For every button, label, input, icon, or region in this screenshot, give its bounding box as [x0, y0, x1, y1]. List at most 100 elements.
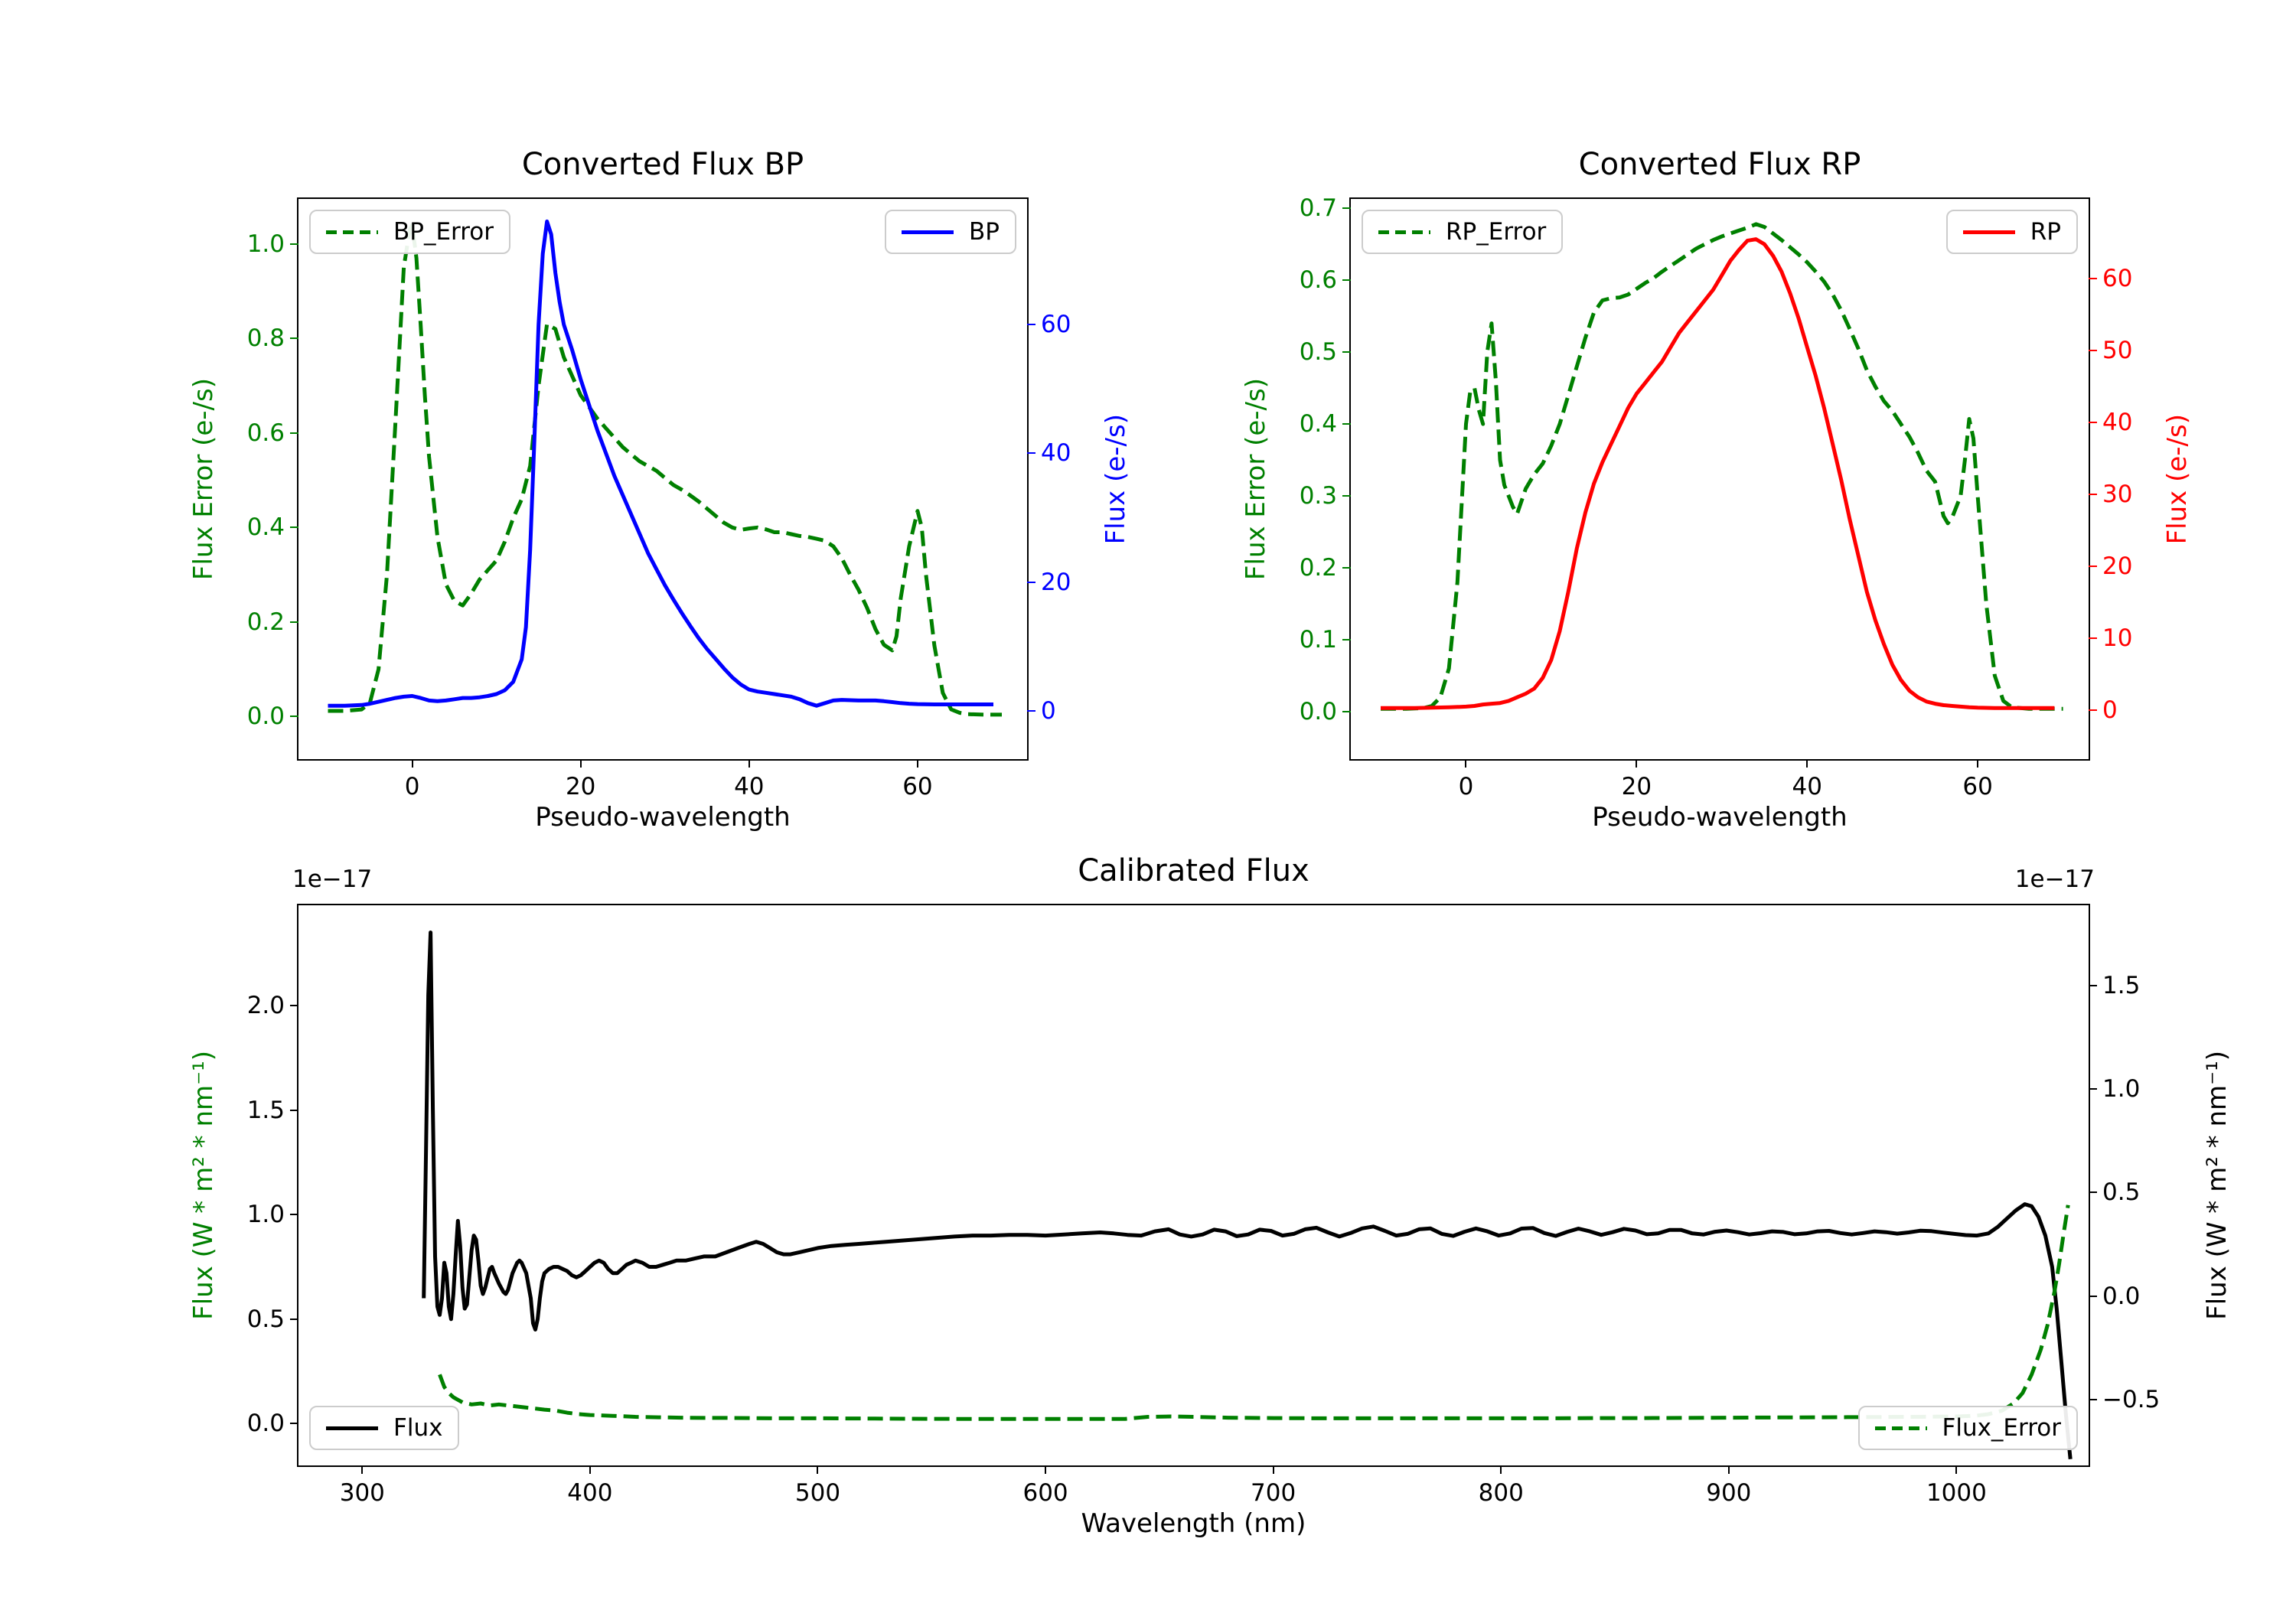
plot-title-rp: Converted Flux RP	[1578, 147, 1861, 182]
y-axis-label-right-rp: Flux (e-/s)	[2162, 413, 2193, 545]
right-y-tick-mark	[1027, 452, 1035, 455]
legend-label-rp: RP	[2030, 218, 2061, 246]
plot-canvas-calibrated	[422, 931, 2073, 1460]
legend-line-sample-bp	[902, 230, 954, 234]
x-tick-mark	[361, 1465, 364, 1474]
subplot-converted-flux-rp: Converted Flux RP Pseudo-wavelength Flux…	[1241, 147, 2193, 833]
x-tick-mark	[411, 759, 413, 768]
right-y-tick-mark	[2089, 350, 2097, 352]
x-axis-label-bp: Pseudo-wavelength	[535, 802, 791, 833]
series-Flux	[422, 931, 2073, 1460]
x-tick-mark	[1806, 759, 1808, 768]
legend-label-bp-error: BP_Error	[393, 218, 494, 246]
x-tick-label: 600	[1022, 1479, 1068, 1507]
x-tick-label: 700	[1251, 1479, 1296, 1507]
right-y-tick-label: 60	[2102, 265, 2133, 293]
legend-line-sample-flux-error	[1874, 1426, 1927, 1430]
left-y-tick-mark	[1342, 423, 1351, 425]
y-axis-label-left-bp: Flux Error (e-/s)	[188, 377, 219, 581]
left-y-tick-label: 0.0	[246, 702, 285, 731]
x-tick-mark	[1045, 1465, 1047, 1474]
x-tick-label: 0	[1458, 773, 1474, 800]
left-y-tick-mark	[1342, 495, 1351, 497]
right-y-tick-label: 40	[1041, 439, 1071, 468]
right-y-tick-mark	[2089, 1398, 2097, 1400]
x-tick-mark	[1272, 1465, 1274, 1474]
legend-bp: BP	[885, 210, 1016, 254]
right-y-tick-label: 1.5	[2102, 972, 2141, 1000]
right-y-tick-mark	[2089, 637, 2097, 640]
plot-title-bp: Converted Flux BP	[521, 147, 804, 182]
x-tick-label: 40	[734, 773, 765, 800]
axis-offset-left: 1e−17	[292, 865, 373, 893]
x-tick-mark	[1727, 1465, 1730, 1474]
right-y-tick-label: 0.5	[2102, 1178, 2141, 1207]
x-tick-label: 0	[404, 773, 420, 800]
left-y-tick-label: 2.0	[246, 992, 285, 1020]
right-y-tick-label: 0	[1041, 696, 1056, 725]
series-BP_Error	[328, 223, 1002, 717]
right-y-tick-mark	[2089, 494, 2097, 496]
x-tick-label: 800	[1478, 1479, 1524, 1507]
right-y-tick-label: 0	[2102, 696, 2118, 725]
series-BP	[328, 219, 993, 708]
x-axis-label-rp: Pseudo-wavelength	[1592, 802, 1848, 833]
left-y-tick-label: 0.1	[1299, 626, 1337, 654]
left-y-tick-mark	[290, 1423, 298, 1425]
right-y-tick-label: −0.5	[2102, 1385, 2161, 1413]
legend-flux: Flux	[309, 1406, 460, 1450]
right-y-tick-mark	[2089, 278, 2097, 280]
x-tick-label: 300	[339, 1479, 385, 1507]
x-tick-label: 60	[902, 773, 933, 800]
right-y-tick-mark	[1027, 709, 1035, 712]
series-Flux_Error	[438, 1204, 2070, 1421]
x-tick-mark	[1636, 759, 1638, 768]
left-y-tick-mark	[290, 432, 298, 434]
left-y-tick-mark	[1342, 279, 1351, 282]
legend-label-bp: BP	[969, 218, 1000, 246]
left-y-tick-label: 0.6	[246, 419, 285, 447]
left-y-tick-label: 1.0	[246, 1201, 285, 1229]
left-y-tick-label: 0.4	[1299, 410, 1337, 438]
legend-line-sample-bp-error	[326, 230, 378, 234]
left-y-tick-label: 0.6	[1299, 266, 1337, 295]
left-y-tick-label: 1.0	[246, 230, 285, 258]
x-tick-label: 40	[1792, 773, 1822, 800]
right-y-tick-label: 60	[1041, 311, 1071, 339]
left-y-tick-mark	[290, 337, 298, 340]
legend-flux-error: Flux_Error	[1857, 1406, 2078, 1450]
x-tick-label: 60	[1962, 773, 1993, 800]
x-tick-label: 1000	[1926, 1479, 1987, 1507]
y-axis-label-left-calibrated: Flux (W * m² * nm⁻¹)	[188, 1051, 219, 1320]
left-y-tick-label: 0.5	[246, 1305, 285, 1333]
left-y-tick-mark	[290, 1214, 298, 1216]
right-y-tick-mark	[2089, 1295, 2097, 1297]
plot-title-calibrated: Calibrated Flux	[1078, 853, 1309, 888]
left-y-tick-mark	[290, 1005, 298, 1007]
series-RP_Error	[1381, 222, 2063, 711]
y-axis-label-right-calibrated: Flux (W * m² * nm⁻¹)	[2202, 1051, 2232, 1320]
right-y-tick-label: 10	[2102, 624, 2133, 653]
left-y-tick-label: 0.0	[246, 1410, 285, 1438]
left-y-tick-mark	[1342, 351, 1351, 354]
x-axis-label-calibrated: Wavelength (nm)	[1081, 1508, 1306, 1539]
legend-line-sample-rp	[1962, 230, 2015, 234]
x-tick-label: 20	[1621, 773, 1652, 800]
y-axis-label-right-bp: Flux (e-/s)	[1101, 413, 1131, 545]
left-y-tick-label: 0.8	[246, 324, 285, 353]
left-y-tick-label: 0.5	[1299, 338, 1337, 367]
left-y-tick-mark	[1342, 207, 1351, 210]
right-y-tick-label: 20	[2102, 553, 2133, 581]
right-y-tick-mark	[2089, 566, 2097, 568]
x-tick-mark	[1977, 759, 1979, 768]
legend-line-sample-rp-error	[1378, 230, 1430, 234]
left-y-tick-label: 0.0	[1299, 697, 1337, 725]
right-y-tick-mark	[2089, 985, 2097, 987]
legend-rp-error: RP_Error	[1362, 210, 1564, 254]
x-tick-mark	[817, 1465, 819, 1474]
x-tick-mark	[579, 759, 582, 768]
x-tick-mark	[916, 759, 918, 768]
legend-label-flux-error: Flux_Error	[1942, 1414, 2062, 1442]
right-y-tick-mark	[2089, 1088, 2097, 1090]
y-axis-label-left-rp: Flux Error (e-/s)	[1241, 377, 1271, 581]
